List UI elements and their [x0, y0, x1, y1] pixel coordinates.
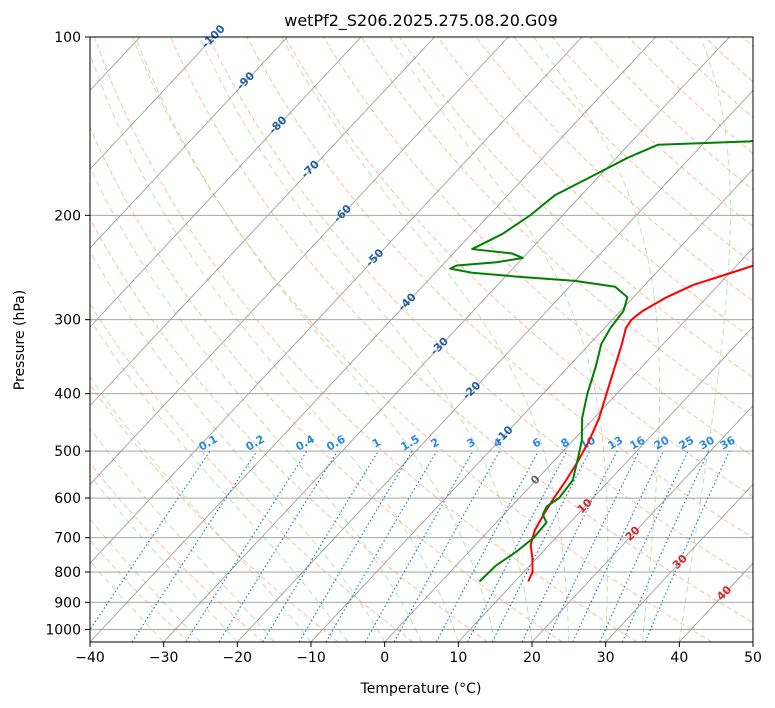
x-tick-label: 50 — [744, 650, 762, 666]
dry-adiabat-line — [90, 126, 563, 642]
isotherm-line — [237, 89, 753, 642]
y-tick-label: 800 — [54, 565, 81, 581]
y-axis-label: Pressure (hPa) — [12, 290, 28, 390]
isotherm-line — [90, 37, 215, 170]
dry-adiabat-line — [246, 37, 753, 539]
plot-frame — [89, 36, 754, 643]
moist-adiabat-line — [678, 37, 731, 642]
isotherm-line — [531, 404, 753, 642]
dry-adiabat-line — [93, 37, 638, 642]
x-tick-label: 40 — [670, 650, 688, 666]
x-tick-label: 0 — [380, 650, 389, 666]
dry-adiabat-line — [132, 37, 712, 642]
mixing-ratio-line — [644, 450, 730, 642]
chart-title: wetPf2_S206.2025.275.08.20.G09 — [284, 11, 558, 31]
y-tick-label: 400 — [54, 387, 81, 403]
dry-adiabat-line — [90, 462, 264, 642]
moist-adiabat-line — [90, 427, 275, 642]
x-tick-label: −10 — [296, 650, 326, 666]
y-tick-label: 600 — [54, 491, 81, 507]
moist-adiabat-line — [281, 37, 570, 642]
y-tick-label: 900 — [54, 595, 81, 611]
isotherm-line — [90, 37, 583, 564]
moist-adiabat-line — [90, 250, 386, 642]
y-tick-label: 500 — [54, 444, 81, 460]
y-tick-label: 100 — [54, 30, 81, 46]
dewpoint-line — [449, 139, 753, 583]
y-axis-ticks: 1000 900 800 700 600 500 400 300 200 100 — [45, 30, 90, 638]
mixing-ratio-line — [621, 450, 710, 642]
mixing-ratio-line — [491, 450, 591, 642]
x-tick-label: 10 — [449, 650, 467, 666]
dry-adiabat-line — [90, 218, 488, 642]
moist-adiabat-line — [389, 37, 609, 642]
isotherm-line — [90, 37, 436, 407]
moist-adiabat-line — [90, 518, 201, 642]
mixing-ratio-line — [90, 450, 211, 631]
temperature-line — [527, 264, 753, 582]
moist-adiabat-line — [533, 37, 661, 642]
x-tick-label: −30 — [149, 650, 179, 666]
mixing-ratio-line — [262, 450, 379, 642]
isotherm-line — [605, 483, 753, 642]
isotherm-line — [90, 37, 509, 486]
x-tick-label: 20 — [523, 650, 541, 666]
isotherm-line — [163, 37, 730, 642]
background-lines — [90, 37, 753, 642]
dry-adiabat-line — [90, 539, 190, 642]
y-tick-label: 300 — [54, 313, 81, 329]
moist-adiabat-line — [90, 474, 238, 642]
x-tick-label: −40 — [75, 650, 105, 666]
y-tick-label: 700 — [54, 531, 81, 547]
isotherm-line — [90, 37, 362, 328]
x-tick-label: −20 — [223, 650, 253, 666]
moist-adiabat-line — [90, 166, 422, 642]
x-axis-ticks: −40 −30 −20 −10 0 10 20 30 40 50 — [75, 642, 762, 666]
isotherm-line — [90, 37, 657, 642]
moist-adiabat-line — [199, 37, 533, 642]
mixing-ratio-line — [435, 450, 539, 642]
y-tick-label: 1000 — [45, 622, 81, 638]
profile-series — [449, 139, 753, 583]
moist-adiabat-line — [90, 52, 459, 642]
mixing-ratio-line — [131, 450, 258, 642]
mixing-ratio-line — [521, 450, 618, 642]
dry-adiabat-line — [284, 37, 753, 498]
moist-adiabat-line — [90, 318, 349, 642]
x-tick-label: 30 — [597, 650, 615, 666]
y-tick-label: 200 — [54, 208, 81, 224]
isotherm-line — [90, 37, 288, 249]
moist-adiabat-line — [90, 560, 165, 642]
isotherm-line — [310, 168, 753, 642]
x-axis-label: Temperature (°C) — [360, 681, 482, 697]
dry-adiabat-line — [437, 37, 753, 340]
isotherm-line — [458, 326, 753, 642]
moist-adiabat-line — [135, 37, 496, 642]
mixing-ratio-line — [185, 450, 308, 642]
dry-adiabat-line — [170, 37, 753, 624]
mixing-ratio-line — [393, 450, 501, 642]
isotherm-line — [384, 247, 753, 642]
mixing-ratio-line — [364, 450, 474, 642]
dry-adiabat-line — [322, 37, 753, 457]
